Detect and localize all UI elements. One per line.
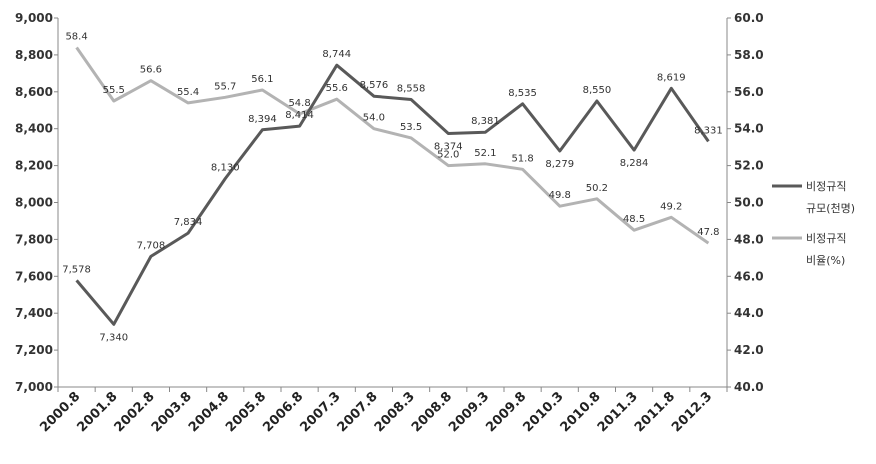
x-tick-label: 2009.3 (446, 389, 492, 435)
x-tick-label: 2000.8 (37, 389, 83, 435)
y-right-tick-label: 56.0 (734, 85, 764, 99)
data-label-size: 7,708 (137, 240, 166, 251)
y-left-tick-label: 7,000 (15, 380, 53, 394)
data-label-ratio: 56.1 (251, 74, 273, 85)
data-label-size: 8,331 (694, 125, 723, 136)
data-label-ratio: 47.8 (697, 227, 719, 238)
x-tick-label: 2001.8 (74, 389, 120, 435)
y-right-tick-label: 44.0 (734, 306, 764, 320)
y-right-tick-label: 58.0 (734, 48, 764, 62)
y-right-tick-label: 54.0 (734, 122, 764, 136)
data-label-size: 8,744 (322, 49, 351, 60)
data-label-ratio: 54.8 (288, 98, 310, 109)
data-label-size: 8,576 (360, 80, 389, 91)
x-tick-label: 2002.8 (112, 389, 158, 435)
y-right-tick-label: 48.0 (734, 232, 764, 246)
data-label-ratio: 51.8 (511, 153, 533, 164)
legend-label: 비정규직 (806, 232, 846, 245)
x-tick-label: 2006.8 (260, 389, 306, 435)
data-label-size: 8,381 (471, 116, 500, 127)
data-label-ratio: 49.2 (660, 201, 682, 212)
data-label-size: 7,834 (174, 217, 203, 228)
x-tick-label: 2004.8 (186, 389, 232, 435)
data-label-ratio: 50.2 (586, 183, 608, 194)
data-label-ratio: 49.8 (549, 190, 571, 201)
x-tick-label: 2011.3 (595, 389, 641, 435)
legend-label: 규모(천명) (806, 201, 855, 215)
legend-label: 비율(%) (806, 254, 845, 267)
data-label-size: 8,414 (285, 110, 314, 121)
x-tick-label: 2003.8 (149, 389, 195, 435)
series-line-size (75, 63, 710, 326)
y-left-tick-label: 8,000 (15, 196, 53, 210)
x-tick-label: 2009.8 (483, 389, 529, 435)
x-tick-label: 2005.8 (223, 389, 269, 435)
y-left-tick-label: 7,200 (15, 343, 53, 357)
legend-label: 비정규직 (806, 180, 846, 193)
y-left-tick-label: 9,000 (15, 11, 53, 25)
y-left-tick-label: 8,400 (15, 122, 53, 136)
y-left-tick-label: 8,200 (15, 159, 53, 173)
y-right-tick-label: 60.0 (734, 11, 764, 25)
y-left-tick-label: 8,800 (15, 48, 53, 62)
x-tick-label: 2008.3 (372, 389, 418, 435)
data-label-size: 8,284 (620, 158, 649, 169)
y-right-tick-label: 50.0 (734, 196, 764, 210)
data-label-size: 8,558 (397, 84, 426, 95)
x-tick-label: 2010.3 (520, 389, 566, 435)
y-right-tick-label: 42.0 (734, 343, 764, 357)
x-tick-label: 2011.8 (632, 389, 678, 435)
data-label-size: 8,374 (434, 141, 463, 152)
data-label-size: 8,535 (508, 88, 537, 99)
y-left-tick-label: 7,400 (15, 306, 53, 320)
data-label-ratio: 55.5 (103, 85, 125, 96)
data-label-size: 8,550 (583, 85, 612, 96)
x-tick-label: 2012.3 (669, 389, 715, 435)
data-label-size: 8,619 (657, 72, 686, 83)
data-label-size: 8,394 (248, 114, 277, 125)
y-left-tick-label: 7,800 (15, 232, 53, 246)
series-line-ratio (75, 46, 710, 245)
y-right-tick-label: 40.0 (734, 380, 764, 394)
x-tick-label: 2007.3 (297, 389, 343, 435)
data-label-ratio: 58.4 (65, 32, 87, 43)
data-label-ratio: 56.6 (140, 65, 162, 76)
y-left-tick-label: 8,600 (15, 85, 53, 99)
data-label-ratio: 52.0 (437, 150, 459, 161)
data-label-ratio: 55.6 (326, 83, 348, 94)
data-label-size: 8,279 (545, 159, 574, 170)
y-left-tick-label: 7,600 (15, 269, 53, 283)
x-tick-label: 2007.8 (335, 389, 381, 435)
x-tick-label: 2010.8 (558, 389, 604, 435)
data-label-ratio: 55.7 (214, 81, 236, 92)
data-label-size: 7,578 (62, 264, 91, 275)
data-label-size: 7,340 (99, 332, 128, 343)
data-label-ratio: 48.5 (623, 214, 645, 225)
data-label-ratio: 54.0 (363, 113, 385, 124)
x-tick-label: 2008.8 (409, 389, 455, 435)
data-label-size: 8,130 (211, 163, 240, 174)
y-right-tick-label: 52.0 (734, 159, 764, 173)
data-label-ratio: 53.5 (400, 122, 422, 133)
data-label-ratio: 55.4 (177, 87, 199, 98)
data-label-ratio: 52.1 (474, 148, 496, 159)
y-right-tick-label: 46.0 (734, 269, 764, 283)
